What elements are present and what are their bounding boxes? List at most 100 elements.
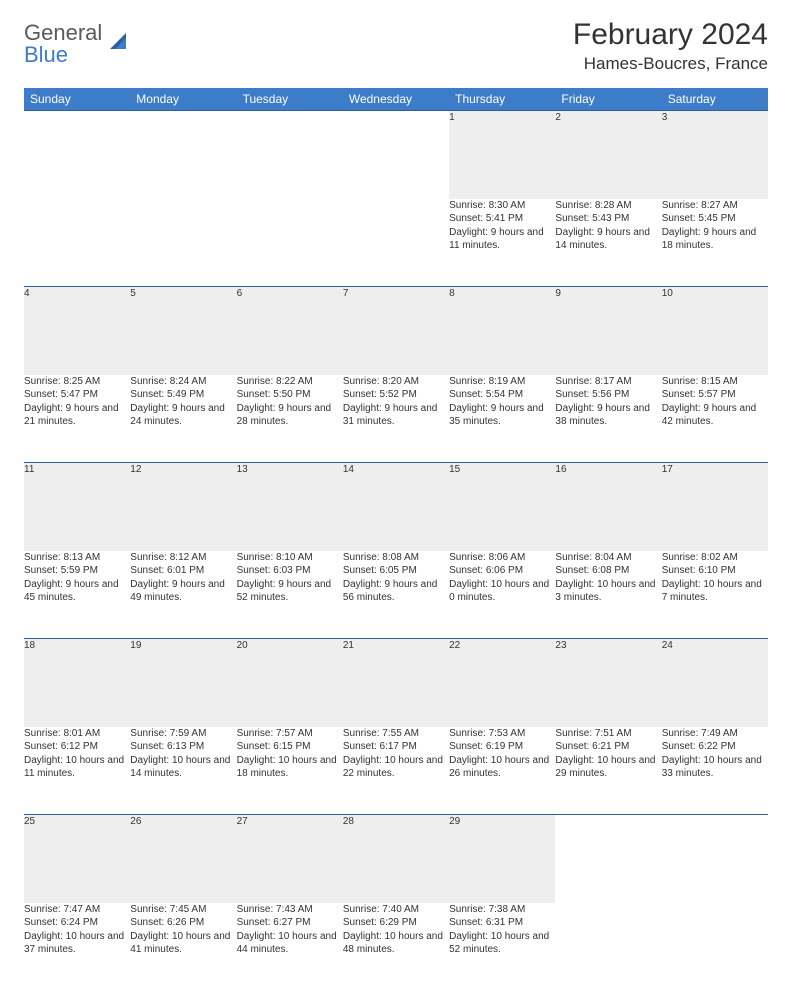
daylight-line: Daylight: 10 hours and 52 minutes. — [449, 930, 555, 957]
day-number-cell — [237, 111, 343, 199]
day-info-cell: Sunrise: 8:27 AMSunset: 5:45 PMDaylight:… — [662, 199, 768, 287]
brand-name: General Blue — [24, 22, 102, 66]
day-number-row: 18192021222324 — [24, 639, 768, 727]
weekday-header: Sunday — [24, 88, 130, 111]
day-number-cell: 3 — [662, 111, 768, 199]
day-number-cell — [662, 815, 768, 903]
sunset-line: Sunset: 6:31 PM — [449, 916, 555, 930]
daylight-line: Daylight: 10 hours and 14 minutes. — [130, 754, 236, 781]
sunset-line: Sunset: 6:06 PM — [449, 564, 555, 578]
day-number-cell: 28 — [343, 815, 449, 903]
day-info-cell — [662, 903, 768, 991]
day-number-row: 45678910 — [24, 287, 768, 375]
day-number-cell: 29 — [449, 815, 555, 903]
day-info-cell: Sunrise: 8:22 AMSunset: 5:50 PMDaylight:… — [237, 375, 343, 463]
sunset-line: Sunset: 5:52 PM — [343, 388, 449, 402]
sunset-line: Sunset: 6:08 PM — [555, 564, 661, 578]
day-number-cell: 21 — [343, 639, 449, 727]
day-number-cell: 4 — [24, 287, 130, 375]
sunrise-line: Sunrise: 7:40 AM — [343, 903, 449, 917]
sunrise-line: Sunrise: 7:53 AM — [449, 727, 555, 741]
sunset-line: Sunset: 6:01 PM — [130, 564, 236, 578]
day-number-cell: 2 — [555, 111, 661, 199]
day-info-cell: Sunrise: 7:55 AMSunset: 6:17 PMDaylight:… — [343, 727, 449, 815]
sunset-line: Sunset: 6:05 PM — [343, 564, 449, 578]
day-info-cell: Sunrise: 7:53 AMSunset: 6:19 PMDaylight:… — [449, 727, 555, 815]
day-info-cell: Sunrise: 8:19 AMSunset: 5:54 PMDaylight:… — [449, 375, 555, 463]
day-info-cell: Sunrise: 8:15 AMSunset: 5:57 PMDaylight:… — [662, 375, 768, 463]
day-info-cell: Sunrise: 7:47 AMSunset: 6:24 PMDaylight:… — [24, 903, 130, 991]
day-info-cell: Sunrise: 8:04 AMSunset: 6:08 PMDaylight:… — [555, 551, 661, 639]
sunrise-line: Sunrise: 7:59 AM — [130, 727, 236, 741]
day-number-cell: 1 — [449, 111, 555, 199]
sunrise-line: Sunrise: 8:02 AM — [662, 551, 768, 565]
sunset-line: Sunset: 5:41 PM — [449, 212, 555, 226]
sunrise-line: Sunrise: 8:17 AM — [555, 375, 661, 389]
daylight-line: Daylight: 9 hours and 28 minutes. — [237, 402, 343, 429]
day-info-cell: Sunrise: 8:12 AMSunset: 6:01 PMDaylight:… — [130, 551, 236, 639]
sunrise-line: Sunrise: 7:51 AM — [555, 727, 661, 741]
sunrise-line: Sunrise: 8:22 AM — [237, 375, 343, 389]
sunrise-line: Sunrise: 8:10 AM — [237, 551, 343, 565]
day-number-row: 2526272829 — [24, 815, 768, 903]
day-info-cell — [24, 199, 130, 287]
daylight-line: Daylight: 9 hours and 18 minutes. — [662, 226, 768, 253]
daylight-line: Daylight: 9 hours and 31 minutes. — [343, 402, 449, 429]
day-info-cell — [130, 199, 236, 287]
day-number-cell: 7 — [343, 287, 449, 375]
sunset-line: Sunset: 6:15 PM — [237, 740, 343, 754]
daylight-line: Daylight: 10 hours and 33 minutes. — [662, 754, 768, 781]
day-info-row: Sunrise: 8:13 AMSunset: 5:59 PMDaylight:… — [24, 551, 768, 639]
sunrise-line: Sunrise: 8:30 AM — [449, 199, 555, 213]
day-info-cell: Sunrise: 8:17 AMSunset: 5:56 PMDaylight:… — [555, 375, 661, 463]
day-number-cell: 14 — [343, 463, 449, 551]
day-number-cell: 17 — [662, 463, 768, 551]
weekday-header: Monday — [130, 88, 236, 111]
daylight-line: Daylight: 9 hours and 52 minutes. — [237, 578, 343, 605]
day-number-cell: 11 — [24, 463, 130, 551]
daylight-line: Daylight: 10 hours and 18 minutes. — [237, 754, 343, 781]
sunset-line: Sunset: 6:27 PM — [237, 916, 343, 930]
sunrise-line: Sunrise: 7:55 AM — [343, 727, 449, 741]
sunrise-line: Sunrise: 8:24 AM — [130, 375, 236, 389]
day-info-cell: Sunrise: 8:25 AMSunset: 5:47 PMDaylight:… — [24, 375, 130, 463]
weekday-header: Tuesday — [237, 88, 343, 111]
day-info-cell: Sunrise: 8:06 AMSunset: 6:06 PMDaylight:… — [449, 551, 555, 639]
sunset-line: Sunset: 5:49 PM — [130, 388, 236, 402]
day-info-cell: Sunrise: 8:24 AMSunset: 5:49 PMDaylight:… — [130, 375, 236, 463]
daylight-line: Daylight: 10 hours and 3 minutes. — [555, 578, 661, 605]
day-number-cell: 13 — [237, 463, 343, 551]
day-number-cell: 25 — [24, 815, 130, 903]
page-title: February 2024 — [573, 18, 768, 52]
daylight-line: Daylight: 10 hours and 0 minutes. — [449, 578, 555, 605]
sunset-line: Sunset: 5:43 PM — [555, 212, 661, 226]
daylight-line: Daylight: 10 hours and 22 minutes. — [343, 754, 449, 781]
day-info-row: Sunrise: 7:47 AMSunset: 6:24 PMDaylight:… — [24, 903, 768, 991]
sail-icon — [106, 29, 132, 60]
sunrise-line: Sunrise: 7:45 AM — [130, 903, 236, 917]
daylight-line: Daylight: 9 hours and 35 minutes. — [449, 402, 555, 429]
day-info-row: Sunrise: 8:25 AMSunset: 5:47 PMDaylight:… — [24, 375, 768, 463]
day-number-cell: 8 — [449, 287, 555, 375]
daylight-line: Daylight: 10 hours and 29 minutes. — [555, 754, 661, 781]
day-info-cell: Sunrise: 8:01 AMSunset: 6:12 PMDaylight:… — [24, 727, 130, 815]
sunrise-line: Sunrise: 8:27 AM — [662, 199, 768, 213]
sunset-line: Sunset: 6:29 PM — [343, 916, 449, 930]
brand-name-b: Blue — [24, 42, 68, 67]
sunrise-line: Sunrise: 8:19 AM — [449, 375, 555, 389]
sunset-line: Sunset: 5:50 PM — [237, 388, 343, 402]
day-number-cell: 19 — [130, 639, 236, 727]
day-number-cell: 18 — [24, 639, 130, 727]
sunset-line: Sunset: 6:26 PM — [130, 916, 236, 930]
day-info-cell: Sunrise: 7:40 AMSunset: 6:29 PMDaylight:… — [343, 903, 449, 991]
sunset-line: Sunset: 5:54 PM — [449, 388, 555, 402]
day-info-cell — [343, 199, 449, 287]
daylight-line: Daylight: 9 hours and 21 minutes. — [24, 402, 130, 429]
sunset-line: Sunset: 6:24 PM — [24, 916, 130, 930]
daylight-line: Daylight: 10 hours and 37 minutes. — [24, 930, 130, 957]
daylight-line: Daylight: 9 hours and 11 minutes. — [449, 226, 555, 253]
sunrise-line: Sunrise: 8:28 AM — [555, 199, 661, 213]
day-number-cell: 15 — [449, 463, 555, 551]
daylight-line: Daylight: 9 hours and 45 minutes. — [24, 578, 130, 605]
day-info-row: Sunrise: 8:01 AMSunset: 6:12 PMDaylight:… — [24, 727, 768, 815]
